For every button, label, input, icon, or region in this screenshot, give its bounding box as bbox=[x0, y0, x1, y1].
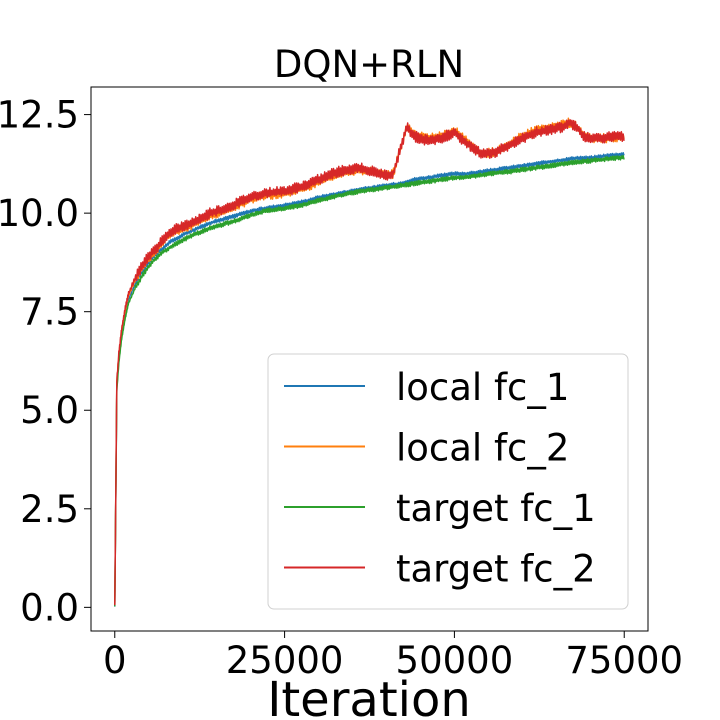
x-axis-label: Iteration bbox=[267, 672, 471, 720]
x-tick-label: 75000 bbox=[565, 639, 683, 682]
y-tick-label: 0.0 bbox=[20, 586, 79, 629]
y-tick-label: 10.0 bbox=[0, 192, 79, 235]
series-line-3 bbox=[114, 154, 625, 607]
x-tick-label: 25000 bbox=[226, 639, 344, 682]
legend-label: target fc_2 bbox=[396, 548, 596, 591]
y-tick-label: 2.5 bbox=[20, 488, 79, 531]
x-tick-label: 0 bbox=[103, 639, 127, 682]
y-tick-label: 7.5 bbox=[20, 291, 79, 334]
legend-label: local fc_1 bbox=[396, 366, 569, 409]
plot-area-frame bbox=[90, 86, 649, 632]
series-line-4 bbox=[114, 119, 625, 606]
x-axis: 0 25000 50000 75000 bbox=[103, 631, 683, 682]
chart-title: DQN+RLN bbox=[274, 43, 464, 86]
legend-label: local fc_2 bbox=[396, 427, 569, 470]
legend-label: target fc_1 bbox=[396, 487, 596, 530]
x-tick-label: 50000 bbox=[396, 639, 514, 682]
y-tick-label: 12.5 bbox=[0, 94, 79, 137]
legend-box bbox=[267, 353, 629, 610]
series-layer bbox=[114, 117, 625, 607]
y-axis: 0.0 2.5 5.0 7.5 10.0 12.5 bbox=[0, 94, 91, 629]
y-tick-label: 5.0 bbox=[20, 389, 79, 432]
